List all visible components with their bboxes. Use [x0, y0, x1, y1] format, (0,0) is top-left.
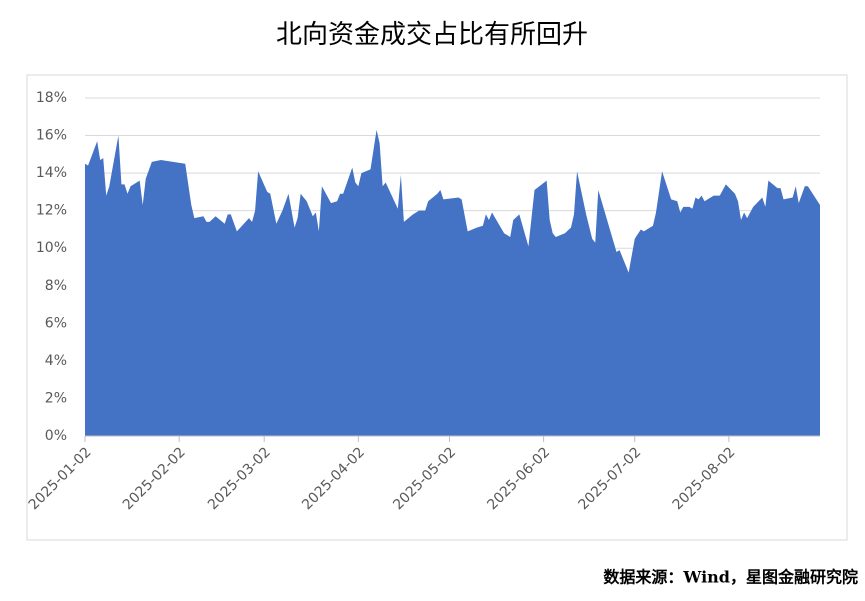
y-tick-label: 16% — [36, 128, 67, 144]
y-tick-label: 2% — [45, 390, 67, 406]
y-tick-label: 8% — [45, 278, 67, 294]
source-note: 数据来源：Wind，星图金融研究院 — [603, 568, 858, 587]
y-tick-label: 18% — [36, 90, 67, 106]
chart-title: 北向资金成交占比有所回升 — [276, 20, 588, 50]
x-tick-label: 2025-03-02 — [205, 444, 274, 513]
x-tick-label: 2025-05-02 — [390, 444, 459, 513]
y-tick-label: 12% — [36, 203, 67, 219]
x-tick-label: 2025-08-02 — [670, 444, 739, 513]
x-tick-label: 2025-01-02 — [26, 444, 95, 513]
x-tick-label: 2025-06-02 — [484, 444, 553, 513]
y-tick-label: 14% — [36, 165, 67, 181]
y-tick-label: 6% — [45, 315, 67, 331]
x-tick-label: 2025-07-02 — [576, 444, 645, 513]
y-tick-label: 0% — [45, 428, 67, 444]
area — [85, 129, 820, 436]
x-tick-label: 2025-02-02 — [120, 444, 189, 513]
plot-frame — [26, 74, 848, 541]
x-tick-label: 2025-04-02 — [299, 444, 368, 513]
y-tick-label: 4% — [45, 353, 67, 369]
y-tick-label: 10% — [36, 240, 67, 256]
